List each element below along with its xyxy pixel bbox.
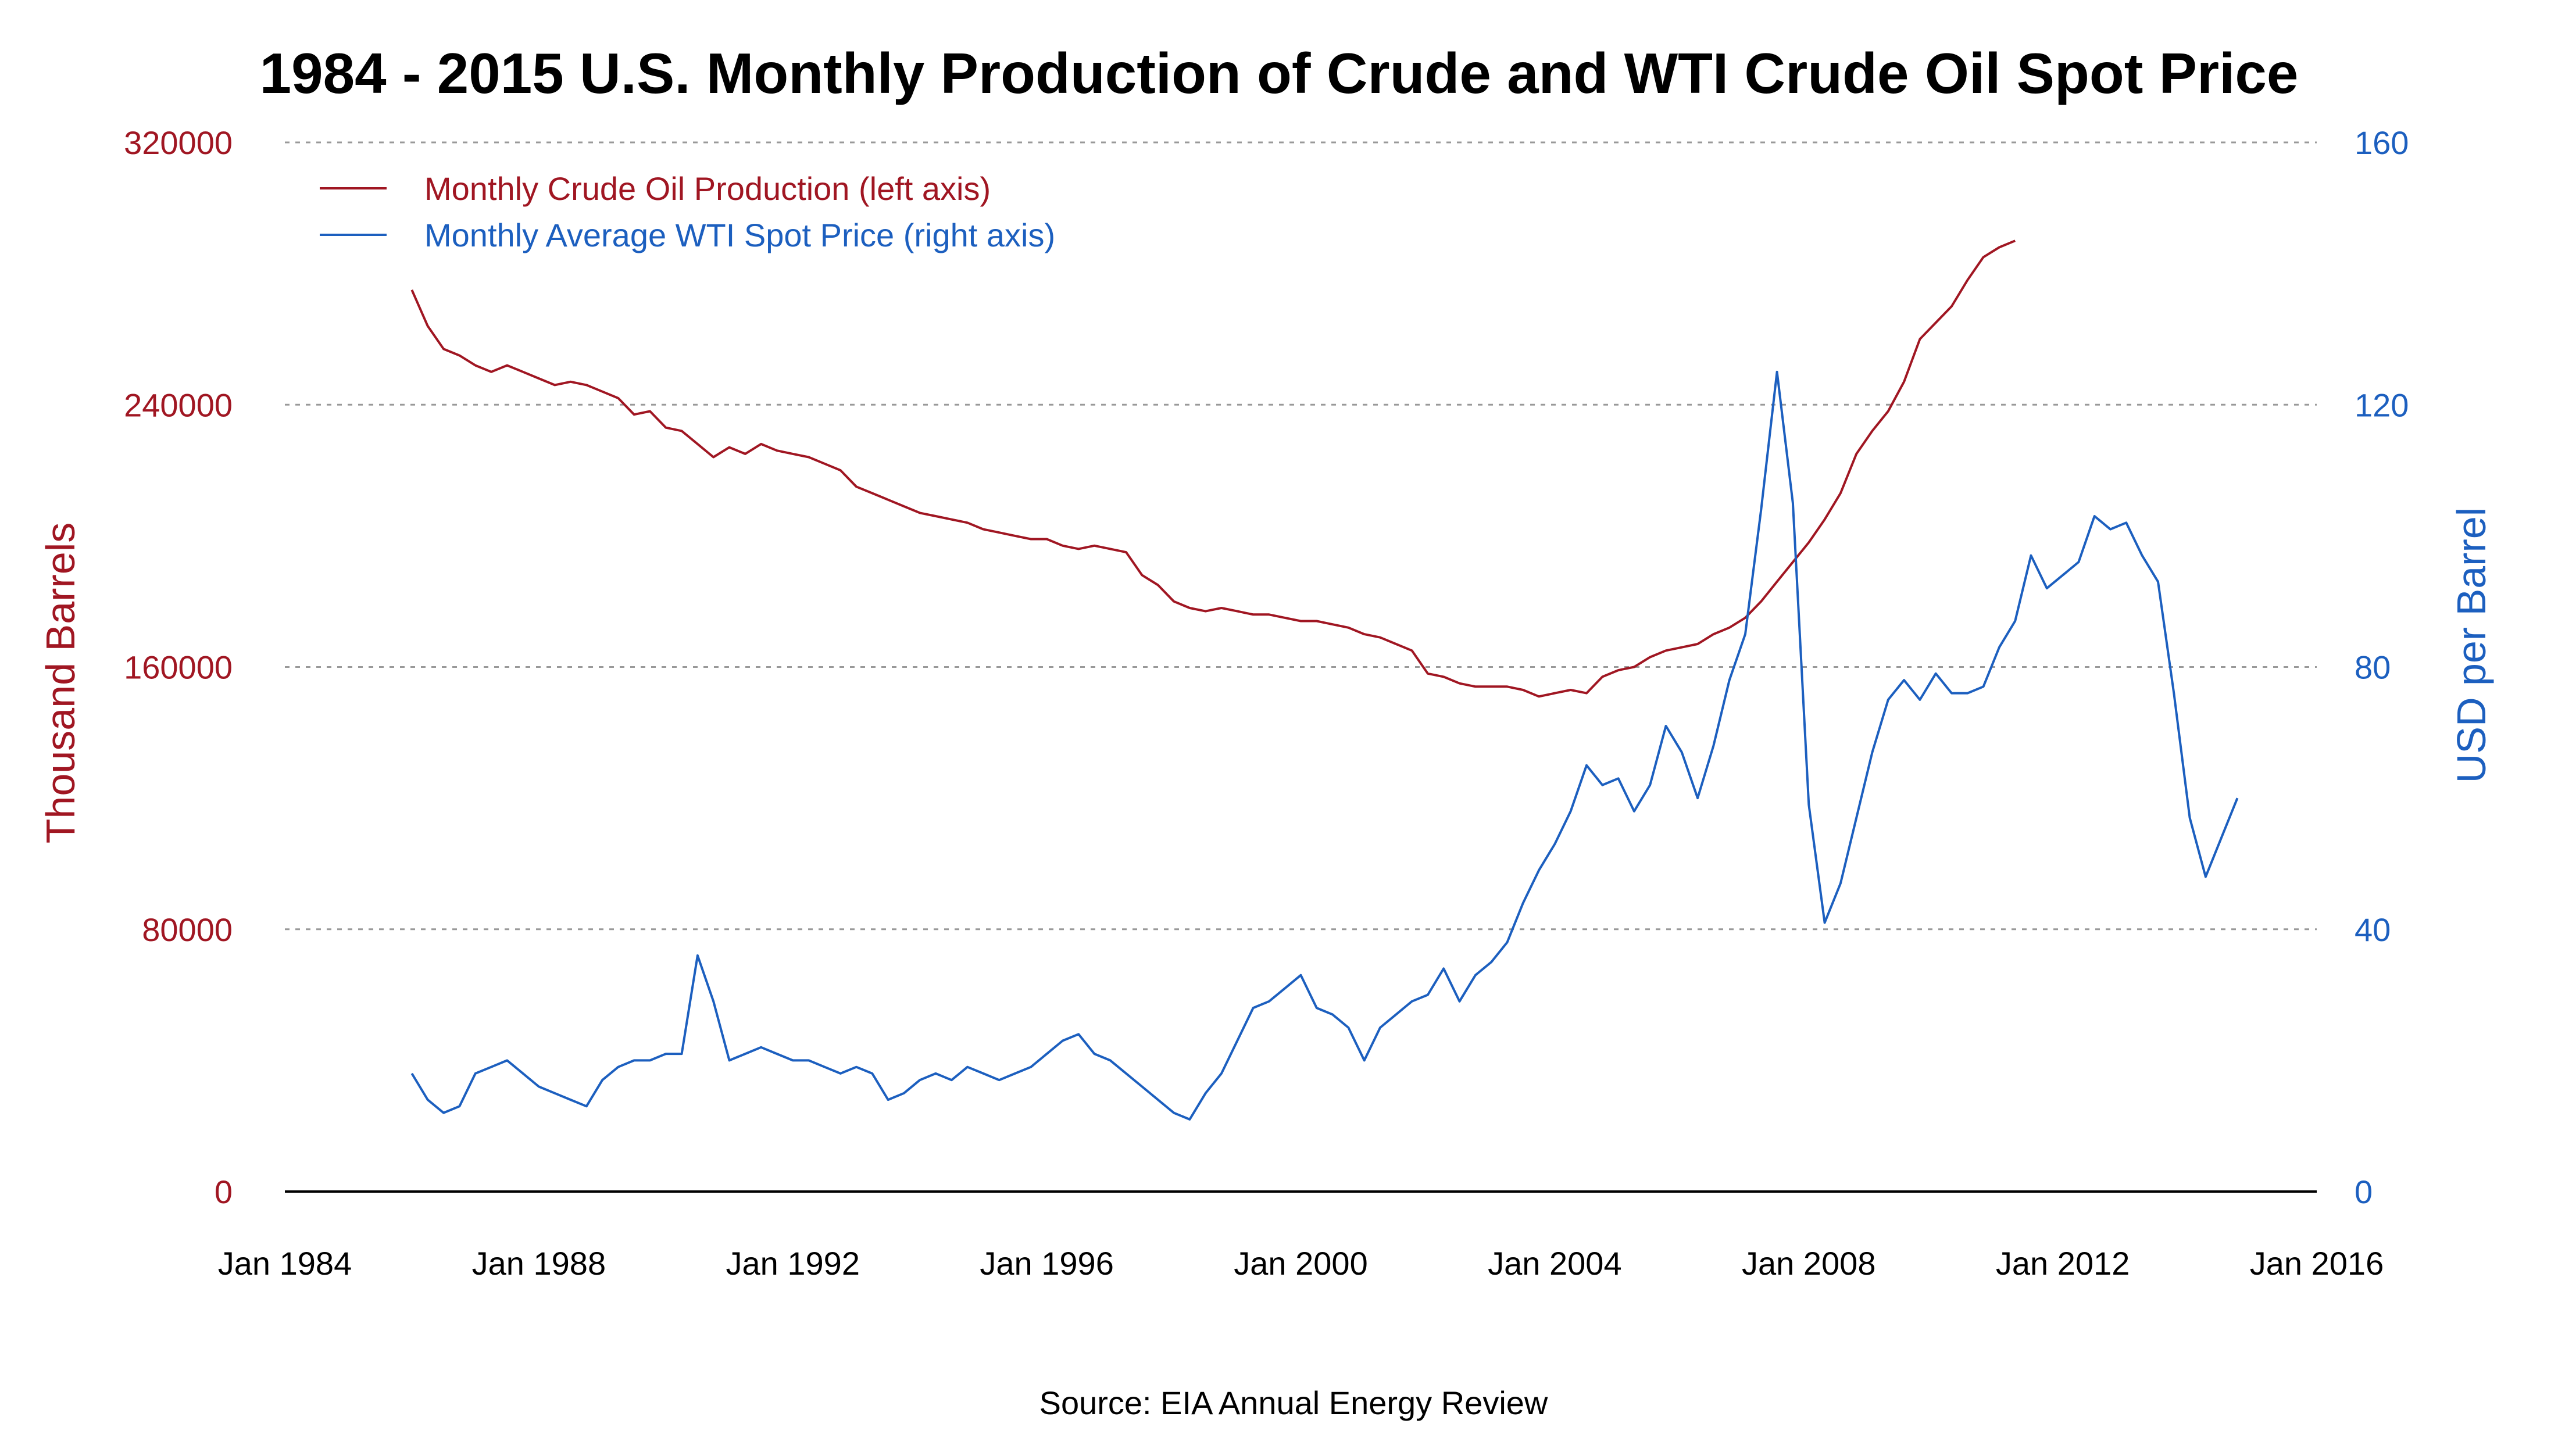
y-left-axis-label: Thousand Barrels bbox=[38, 523, 83, 844]
legend: Monthly Crude Oil Production (left axis)… bbox=[320, 170, 1055, 253]
x-tick-label: Jan 2004 bbox=[1488, 1245, 1621, 1282]
series-line-price bbox=[410, 370, 2239, 1121]
x-tick-label: Jan 2012 bbox=[1996, 1245, 2130, 1282]
y-right-tick-label: 40 bbox=[2355, 911, 2391, 948]
y-left-tick-label: 240000 bbox=[124, 387, 233, 423]
y-right-tick-label: 120 bbox=[2355, 387, 2409, 423]
y-right-axis-label: USD per Barrel bbox=[2449, 507, 2494, 784]
x-tick-label: Jan 2008 bbox=[1742, 1245, 1875, 1282]
y-left-tick-label: 0 bbox=[215, 1174, 233, 1210]
x-tick-label: Jan 1996 bbox=[980, 1245, 1113, 1282]
y-left-tick-label: 320000 bbox=[124, 124, 233, 161]
source-note: Source: EIA Annual Energy Review bbox=[1039, 1385, 1548, 1421]
y-right-tick-label: 160 bbox=[2355, 124, 2409, 161]
x-tick-label: Jan 1992 bbox=[726, 1245, 860, 1282]
y-left-tick-label: 80000 bbox=[142, 911, 233, 948]
x-tick-label: Jan 2000 bbox=[1234, 1245, 1367, 1282]
chart-title: 1984 - 2015 U.S. Monthly Production of C… bbox=[260, 41, 2299, 105]
series-layer bbox=[410, 239, 2239, 1121]
y-right-tick-label: 80 bbox=[2355, 649, 2391, 686]
legend-label-price: Monthly Average WTI Spot Price (right ax… bbox=[424, 217, 1055, 253]
y-right-tick-label: 0 bbox=[2355, 1174, 2373, 1210]
y-left-tick-label: 160000 bbox=[124, 649, 233, 686]
x-tick-label: Jan 1984 bbox=[218, 1245, 352, 1282]
x-tick-label: Jan 1988 bbox=[472, 1245, 606, 1282]
legend-label-production: Monthly Crude Oil Production (left axis) bbox=[424, 170, 991, 207]
axis-layer: 0 80000 160000 240000 320000 0 40 80 120 160 Jan 1… bbox=[124, 124, 2409, 1282]
x-tick-label: Jan 2016 bbox=[2250, 1245, 2384, 1282]
